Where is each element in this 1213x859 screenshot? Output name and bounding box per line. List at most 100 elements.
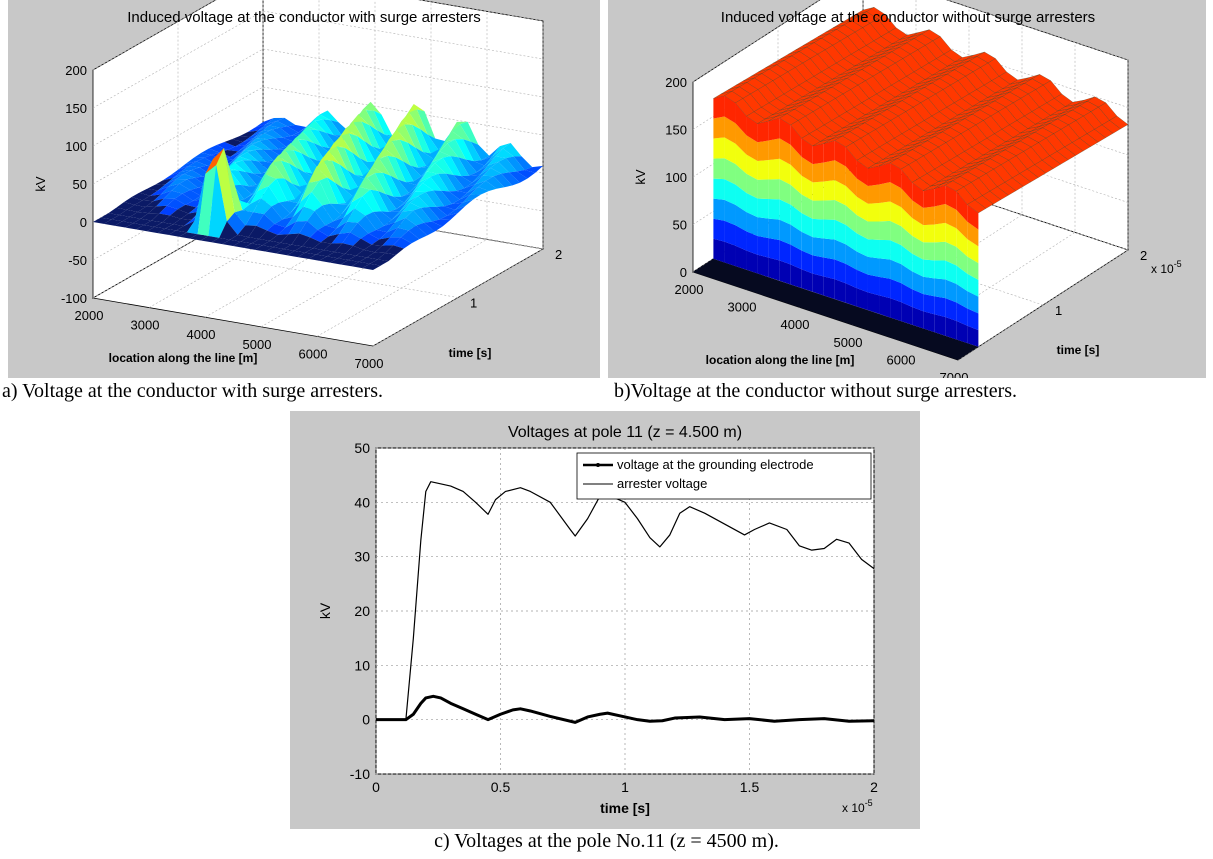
z-tick-label: 50 xyxy=(73,177,87,192)
surface-patch xyxy=(397,217,417,231)
surface-patch xyxy=(451,194,471,204)
z-tick-label: 0 xyxy=(680,265,687,280)
surface-patch xyxy=(160,183,180,195)
y-gridline xyxy=(177,21,459,298)
surface-patch xyxy=(231,156,251,164)
surface-patch xyxy=(485,176,505,189)
surface-patch xyxy=(912,235,924,260)
surface-patch xyxy=(757,179,769,200)
surface-patch xyxy=(316,250,335,257)
surface-patch xyxy=(967,308,979,331)
x-axis-label: location along the line [m] xyxy=(109,351,258,365)
surface-patch xyxy=(382,237,401,246)
surface-patch xyxy=(879,258,891,279)
surface-patch xyxy=(258,121,277,131)
surface-patch xyxy=(912,306,924,329)
surface-patch xyxy=(111,215,130,222)
surface-patch xyxy=(108,207,127,216)
surface-patch xyxy=(240,184,260,195)
surface-patch xyxy=(331,160,351,191)
surface-patch xyxy=(211,237,230,245)
surface-patch xyxy=(367,173,386,195)
surface-patch xyxy=(370,189,389,212)
surface-patch xyxy=(845,166,857,197)
surface-patch xyxy=(713,116,725,139)
x-gridline xyxy=(316,11,488,337)
surface-patch xyxy=(129,212,149,219)
surface-patch xyxy=(901,226,913,254)
surface-patch xyxy=(912,217,924,243)
surface-patch xyxy=(945,279,957,303)
surface-patch xyxy=(369,124,388,149)
surface-patch xyxy=(923,259,935,279)
series-line-grounding-electrode xyxy=(376,694,875,724)
surface-patch xyxy=(342,232,361,246)
surface-patch xyxy=(812,143,824,165)
surface-patch xyxy=(219,168,238,177)
surface-patch xyxy=(245,133,265,145)
surface-patch xyxy=(390,227,409,238)
surface-patch xyxy=(223,148,243,213)
surface-patch xyxy=(325,217,344,229)
surface-patch xyxy=(945,185,957,210)
surface-patch xyxy=(299,126,319,135)
surface-patch xyxy=(475,175,494,185)
surface-patch xyxy=(410,196,429,208)
surface-patch xyxy=(462,194,482,203)
surface-patch xyxy=(394,210,414,223)
x-tick-label: 5000 xyxy=(243,337,272,352)
surface-patch xyxy=(441,190,460,204)
surface-patch xyxy=(890,182,902,208)
surface-patch xyxy=(201,148,220,156)
surface-patch xyxy=(779,118,791,145)
surface-patch xyxy=(279,201,298,214)
y-exponent-label: x 10-5 xyxy=(1151,259,1182,276)
surface-patch xyxy=(248,225,267,240)
surface-patch xyxy=(396,124,416,148)
surface-patch xyxy=(757,254,769,278)
surface-patch xyxy=(333,202,352,222)
surface-patch xyxy=(479,161,499,175)
surface-patch xyxy=(407,191,426,202)
surface-patch xyxy=(934,204,946,225)
surface-patch xyxy=(834,219,846,245)
surface-patch xyxy=(923,242,935,261)
surface-patch xyxy=(956,265,968,292)
surface-patch xyxy=(890,298,902,322)
surface-patch xyxy=(387,155,406,183)
surface-patch xyxy=(142,194,161,202)
surface-patch xyxy=(390,175,409,197)
z-tick-label: 200 xyxy=(65,63,87,78)
surface-patch xyxy=(967,256,979,280)
surface-patch xyxy=(168,178,188,187)
x-exponent-label: x 10-5 xyxy=(842,798,873,815)
surface-patch xyxy=(302,237,321,249)
surface-patch xyxy=(834,239,846,264)
surface-patch xyxy=(834,180,846,206)
surface-patch xyxy=(923,311,935,333)
surface-patch xyxy=(867,166,880,187)
x-tick-label: 3000 xyxy=(728,300,757,315)
surface-patch xyxy=(242,198,261,213)
surface-patch xyxy=(322,203,341,222)
surface-patch xyxy=(354,167,374,180)
surface-patch xyxy=(409,109,428,135)
surface-patch xyxy=(401,182,420,197)
surface-patch xyxy=(290,139,309,158)
surface-patch xyxy=(339,164,359,191)
surface-patch xyxy=(501,172,520,186)
z-tick-label: 200 xyxy=(665,75,687,90)
chart-title: Induced voltage at the conductor with su… xyxy=(127,9,481,26)
z-tick-label: -100 xyxy=(61,291,87,306)
surface-patch xyxy=(186,173,206,235)
surface-patch xyxy=(359,257,378,264)
surface-patch xyxy=(114,221,134,228)
surface-patch xyxy=(173,218,192,226)
surface-patch xyxy=(165,173,185,185)
surface-patch xyxy=(276,248,295,256)
surface-patch xyxy=(126,204,146,213)
y-axis-label: time [s] xyxy=(449,346,492,360)
surface-patch xyxy=(154,177,174,185)
caption-a: a) Voltage at the conductor with surge a… xyxy=(2,380,383,402)
surface-patch xyxy=(724,116,736,144)
